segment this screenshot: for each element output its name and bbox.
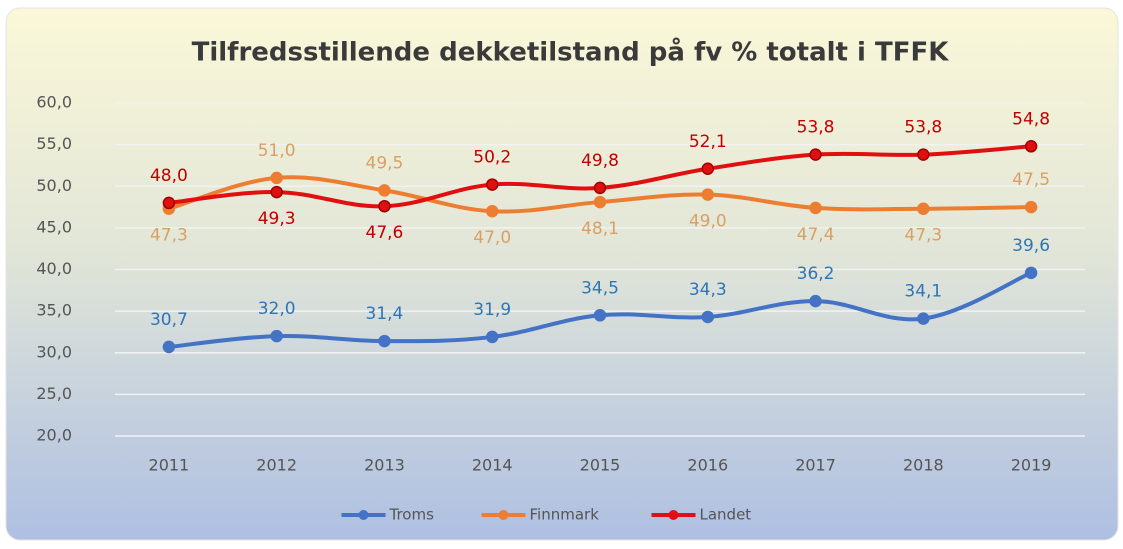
x-tick-label: 2015 — [580, 456, 621, 475]
data-point — [378, 334, 391, 348]
data-label: 48,0 — [150, 166, 188, 186]
data-label: 47,5 — [1012, 170, 1050, 190]
data-point — [1024, 266, 1038, 280]
data-label: 47,3 — [904, 226, 942, 246]
data-point — [917, 202, 930, 215]
x-tick-label: 2019 — [1011, 456, 1052, 475]
data-label: 48,1 — [581, 219, 619, 239]
data-label: 31,4 — [366, 304, 404, 324]
x-tick-label: 2018 — [903, 456, 944, 475]
data-point — [485, 178, 499, 191]
y-tick-label: 30,0 — [36, 342, 72, 361]
x-tick-label: 2017 — [795, 456, 836, 475]
data-label: 47,6 — [366, 223, 404, 243]
data-label: 32,0 — [258, 299, 296, 319]
data-label: 53,8 — [797, 118, 835, 138]
data-point — [1024, 140, 1038, 153]
data-label: 50,2 — [473, 148, 511, 168]
x-tick-label: 2016 — [687, 456, 728, 475]
data-point — [270, 185, 283, 199]
data-label: 47,0 — [473, 228, 511, 248]
data-point — [809, 294, 822, 308]
data-point — [917, 148, 930, 161]
data-label: 34,1 — [904, 282, 942, 302]
data-label: 51,0 — [258, 141, 296, 161]
y-tick-label: 40,0 — [36, 259, 72, 278]
data-label: 54,8 — [1012, 109, 1050, 129]
y-tick-label: 25,0 — [36, 384, 72, 403]
data-point — [378, 199, 391, 213]
data-point — [270, 171, 283, 185]
data-point — [162, 196, 176, 210]
data-label: 49,5 — [366, 153, 404, 173]
x-tick-label: 2011 — [149, 456, 190, 475]
data-point — [1024, 200, 1038, 214]
data-label: 31,9 — [473, 300, 511, 320]
data-label: 34,5 — [581, 278, 619, 298]
data-label: 49,0 — [689, 212, 727, 232]
y-tick-label: 35,0 — [36, 301, 72, 320]
x-tick-label: 2013 — [364, 456, 405, 475]
legend-marker — [358, 510, 369, 520]
data-point — [485, 330, 499, 344]
legend-label: Finnmark — [530, 506, 600, 524]
data-point — [809, 201, 822, 215]
legend-marker — [498, 510, 509, 520]
legend-marker — [668, 510, 679, 520]
chart-title: Tilfredsstillende dekketilstand på fv % … — [192, 36, 950, 68]
data-label: 39,6 — [1012, 236, 1050, 256]
data-point — [378, 184, 391, 197]
data-label: 34,3 — [689, 280, 727, 300]
data-label: 52,1 — [689, 132, 727, 152]
data-point — [485, 204, 499, 218]
x-tick-label: 2012 — [256, 456, 297, 475]
y-tick-label: 20,0 — [36, 426, 72, 445]
data-label: 49,3 — [258, 209, 296, 229]
data-point — [809, 148, 822, 161]
data-label: 36,2 — [797, 264, 835, 284]
data-point — [270, 329, 283, 343]
data-point — [162, 340, 176, 354]
data-point — [593, 181, 607, 195]
y-tick-label: 45,0 — [36, 217, 72, 236]
data-point — [593, 195, 607, 209]
legend-label: Troms — [389, 506, 435, 524]
y-tick-label: 55,0 — [36, 134, 72, 153]
data-label: 47,4 — [797, 225, 835, 245]
data-label: 30,7 — [150, 310, 188, 330]
data-point — [701, 188, 715, 201]
data-point — [593, 309, 607, 322]
data-label: 53,8 — [904, 118, 942, 138]
data-point — [701, 310, 715, 324]
y-tick-label: 50,0 — [36, 176, 72, 195]
data-point — [917, 312, 930, 325]
y-tick-label: 60,0 — [36, 93, 72, 112]
data-label: 47,3 — [150, 226, 188, 246]
data-point — [701, 162, 715, 176]
data-label: 49,8 — [581, 151, 619, 171]
legend-label: Landet — [700, 506, 752, 524]
chart-background — [5, 7, 1119, 541]
x-tick-label: 2014 — [472, 456, 513, 475]
